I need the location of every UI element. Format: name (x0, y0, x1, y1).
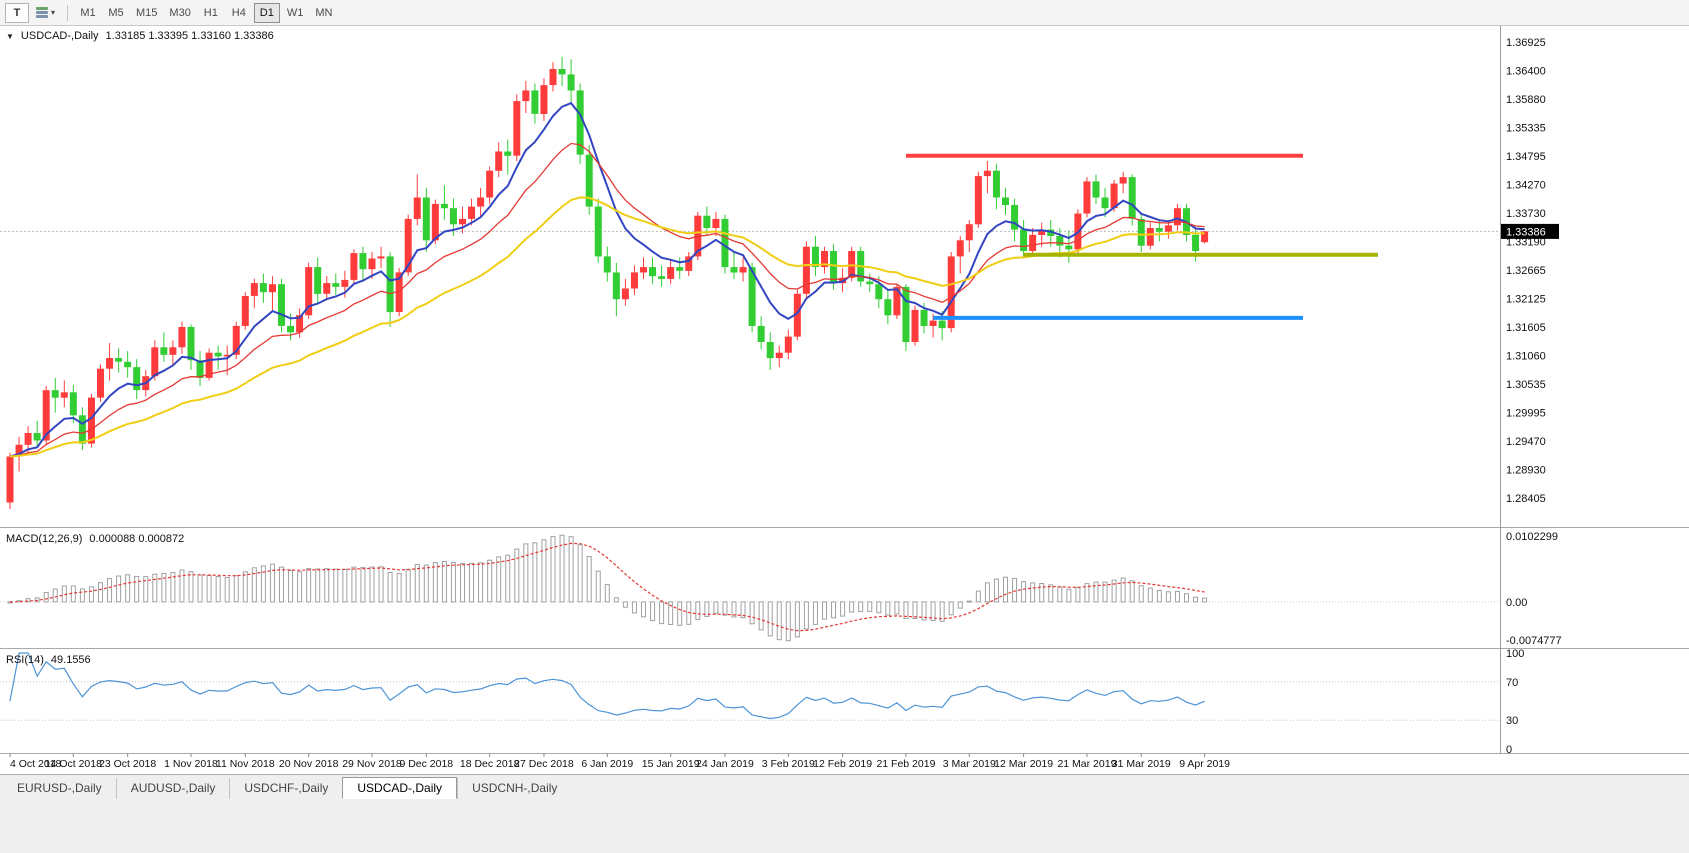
price-pane-title: ▼ USDCAD-,Daily 1.33185 1.33395 1.33160 … (6, 30, 274, 42)
chart-tab-eurusd[interactable]: EURUSD-,Daily (3, 778, 116, 799)
rsi-indicator-title: RSI(14) (6, 654, 44, 666)
profiles-dropdown-button[interactable]: ▾ (31, 3, 60, 23)
chart-symbol-title: USDCAD-,Daily (20, 30, 99, 42)
price-axis-label: 1.36400 (1506, 66, 1546, 78)
date-axis-label: 4 Oct 2018 (10, 758, 62, 770)
date-axis-label: 31 Mar 2019 (1112, 758, 1171, 770)
date-axis-label: 6 Jan 2019 (581, 758, 633, 770)
date-axis-label: 29 Nov 2018 (342, 758, 402, 770)
timeframe-button-m30[interactable]: M30 (164, 3, 195, 23)
date-axis-label: 20 Nov 2018 (279, 758, 339, 770)
macd-signal-line (9, 542, 1205, 632)
timeframe-button-h1[interactable]: H1 (198, 3, 224, 23)
price-axis-label: 1.33190 (1506, 237, 1546, 249)
date-axis-label: 12 Mar 2019 (994, 758, 1053, 770)
price-axis-label: 1.35335 (1506, 123, 1546, 135)
macd-axis-min: -0.0074777 (1506, 635, 1562, 647)
date-axis-label: 27 Dec 2018 (514, 758, 574, 770)
price-axis-label: 1.28930 (1506, 465, 1546, 477)
price-axis-label: 1.30535 (1506, 379, 1546, 391)
price-axis-label: 1.31060 (1506, 351, 1546, 363)
macd-histogram (7, 534, 1208, 642)
date-axis-label: 12 Feb 2019 (813, 758, 872, 770)
collapse-arrow-icon[interactable]: ▼ (6, 31, 14, 41)
top-toolbar: T ▾ M1 M5 M15 M30 H1 H4 D1 W1 MN (0, 0, 1689, 26)
price-axis[interactable]: 1.36925 1.36400 1.35880 1.35335 1.34795 1.342… (1501, 37, 1559, 505)
text-tool-icon: T (13, 6, 21, 19)
macd-axis-max: 0.0102299 (1506, 531, 1558, 543)
price-axis-label: 1.34795 (1506, 151, 1546, 163)
chart-canvas[interactable]: 1.36925 1.36400 1.35880 1.35335 1.34795 1.342… (0, 26, 1689, 774)
date-axis-label: 11 Nov 2018 (216, 758, 275, 770)
timeframe-button-w1[interactable]: W1 (282, 3, 309, 23)
chart-tabs-group: EURUSD-,Daily AUDUSD-,Daily USDCHF-,Daily U… (0, 775, 1689, 799)
macd-indicator-values: 0.000088 0.000872 (89, 533, 185, 545)
price-axis-label: 1.34270 (1506, 180, 1546, 192)
timeframe-button-mn[interactable]: MN (310, 3, 337, 23)
price-axis-label: 1.35880 (1506, 94, 1546, 106)
caret-down-icon: ▾ (51, 7, 56, 17)
chart-tab-usdchf[interactable]: USDCHF-,Daily (229, 778, 342, 799)
date-axis-label: 9 Apr 2019 (1179, 758, 1230, 770)
price-axis-label: 1.32665 (1506, 265, 1546, 277)
rsi-indicator-value: 49.1556 (50, 654, 91, 666)
current-price-badge (1501, 223, 1559, 239)
price-axis-label: 1.36925 (1506, 37, 1546, 49)
layers-icon (36, 6, 48, 19)
ma-slow-yellow[interactable] (9, 196, 1205, 458)
date-axis-label: 21 Mar 2019 (1057, 758, 1116, 770)
chart-tab-usdcad[interactable]: USDCAD-,Daily (342, 777, 458, 799)
timeframe-button-d1[interactable]: D1 (253, 2, 280, 23)
toolbar-separator (67, 4, 69, 21)
price-axis-label: 1.28405 (1506, 493, 1546, 505)
chart-region: 1.36925 1.36400 1.35880 1.35335 1.34795 1.342… (0, 26, 1689, 774)
rsi-axis-label: 30 (1506, 715, 1518, 727)
chart-tabs-bar: EURUSD-,Daily AUDUSD-,Daily USDCHF-,Daily U… (0, 774, 1689, 853)
rsi-axis-label: 100 (1506, 648, 1524, 660)
date-axis-label: 3 Mar 2019 (943, 758, 996, 770)
macd-axis-zero: 0.00 (1506, 597, 1527, 609)
candlestick-series (6, 56, 1209, 509)
price-axis-label: 1.33730 (1506, 208, 1546, 220)
date-axis-label: 9 Dec 2018 (399, 758, 453, 770)
timeframe-button-h4[interactable]: H4 (226, 3, 252, 23)
ma-mid-red[interactable] (9, 142, 1205, 458)
date-axis-label: 14 Oct 2018 (45, 758, 102, 770)
macd-indicator-title: MACD(12,26,9) (6, 533, 83, 545)
rsi-axis-label: 70 (1506, 677, 1518, 689)
timeframe-buttons-group: M1 M5 M15 M30 H1 H4 D1 W1 MN (75, 2, 337, 23)
chart-tool-button[interactable]: T (5, 2, 29, 23)
chart-ohlc-values: 1.33185 1.33395 1.33160 1.33386 (105, 30, 274, 42)
date-axis-label: 24 Jan 2019 (696, 758, 754, 770)
date-axis-label: 15 Jan 2019 (642, 758, 700, 770)
price-axis-label: 1.29470 (1506, 436, 1546, 448)
date-axis-label: 18 Dec 2018 (460, 758, 520, 770)
price-axis-label: 1.29995 (1506, 408, 1546, 420)
timeframe-button-m15[interactable]: M15 (131, 3, 162, 23)
current-price-badge-text: 1.33386 (1506, 226, 1546, 238)
date-axis-label: 23 Oct 2018 (99, 758, 156, 770)
timeframe-button-m5[interactable]: M5 (103, 3, 129, 23)
timeframe-button-m1[interactable]: M1 (75, 3, 101, 23)
rsi-line (9, 652, 1205, 720)
macd-pane-title: MACD(12,26,9) 0.000088 0.000872 (6, 533, 184, 545)
price-axis-label: 1.32125 (1506, 294, 1546, 306)
rsi-pane-title: RSI(14) 49.1556 (6, 654, 91, 666)
date-axis-label: 1 Nov 2018 (164, 758, 218, 770)
ma-fast-blue[interactable] (9, 101, 1205, 458)
rsi-axis-label: 0 (1506, 744, 1512, 756)
price-axis-label: 1.31605 (1506, 322, 1546, 334)
date-axis-label: 21 Feb 2019 (876, 758, 935, 770)
chart-tab-audusd[interactable]: AUDUSD-,Daily (115, 778, 230, 799)
chart-tab-usdcnh[interactable]: USDCNH-,Daily (457, 778, 571, 799)
date-axis-label: 3 Feb 2019 (762, 758, 815, 770)
